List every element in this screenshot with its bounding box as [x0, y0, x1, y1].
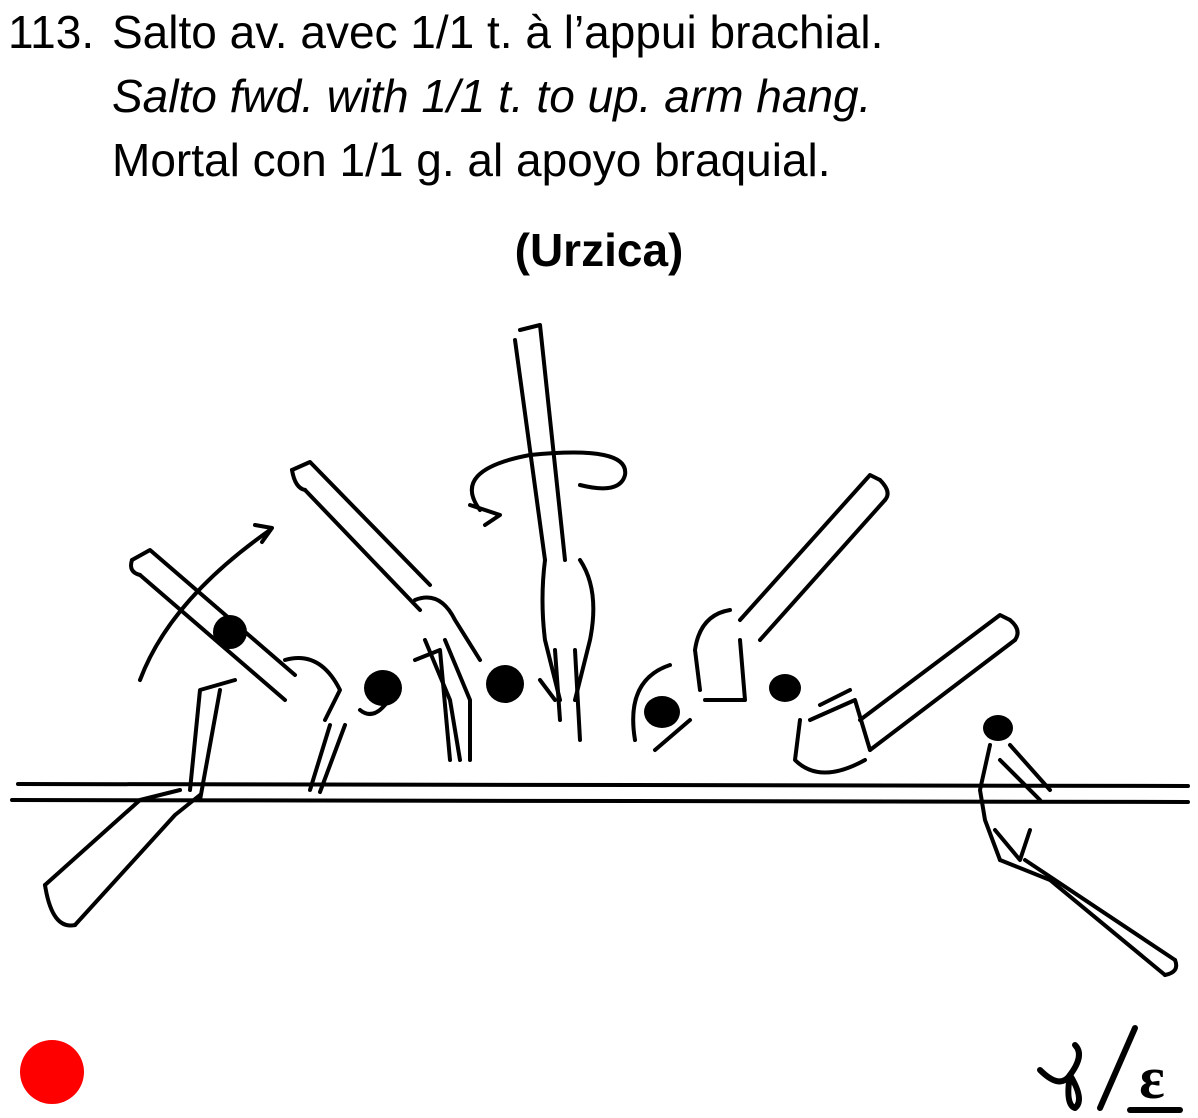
value-dot-icon — [20, 1040, 84, 1104]
value-letter: ε — [1139, 1045, 1165, 1111]
gymnast-figure-5 — [793, 613, 1020, 775]
parallel-bars — [10, 782, 1190, 804]
difficulty-value-mark: ε — [1037, 1025, 1183, 1113]
gymnast-figure-3 — [468, 323, 628, 742]
element-text-spanish: Mortal con 1/1 g. al apoyo braquial. — [112, 134, 831, 186]
element-name: (Urzica) — [514, 224, 684, 276]
gymnast-figure-1 — [43, 523, 347, 928]
element-text-english: Salto fwd. with 1/1 t. to up. arm hang. — [112, 70, 872, 122]
gymnast-heads — [213, 615, 1013, 741]
element-number: 113. — [8, 6, 95, 58]
element-text-french: Salto av. avec 1/1 t. à l’appui brachial… — [112, 6, 884, 58]
gymnast-figure-4 — [631, 473, 890, 752]
gymnast-figure-6 — [978, 743, 1179, 977]
gymnast-figure-2 — [290, 460, 482, 762]
